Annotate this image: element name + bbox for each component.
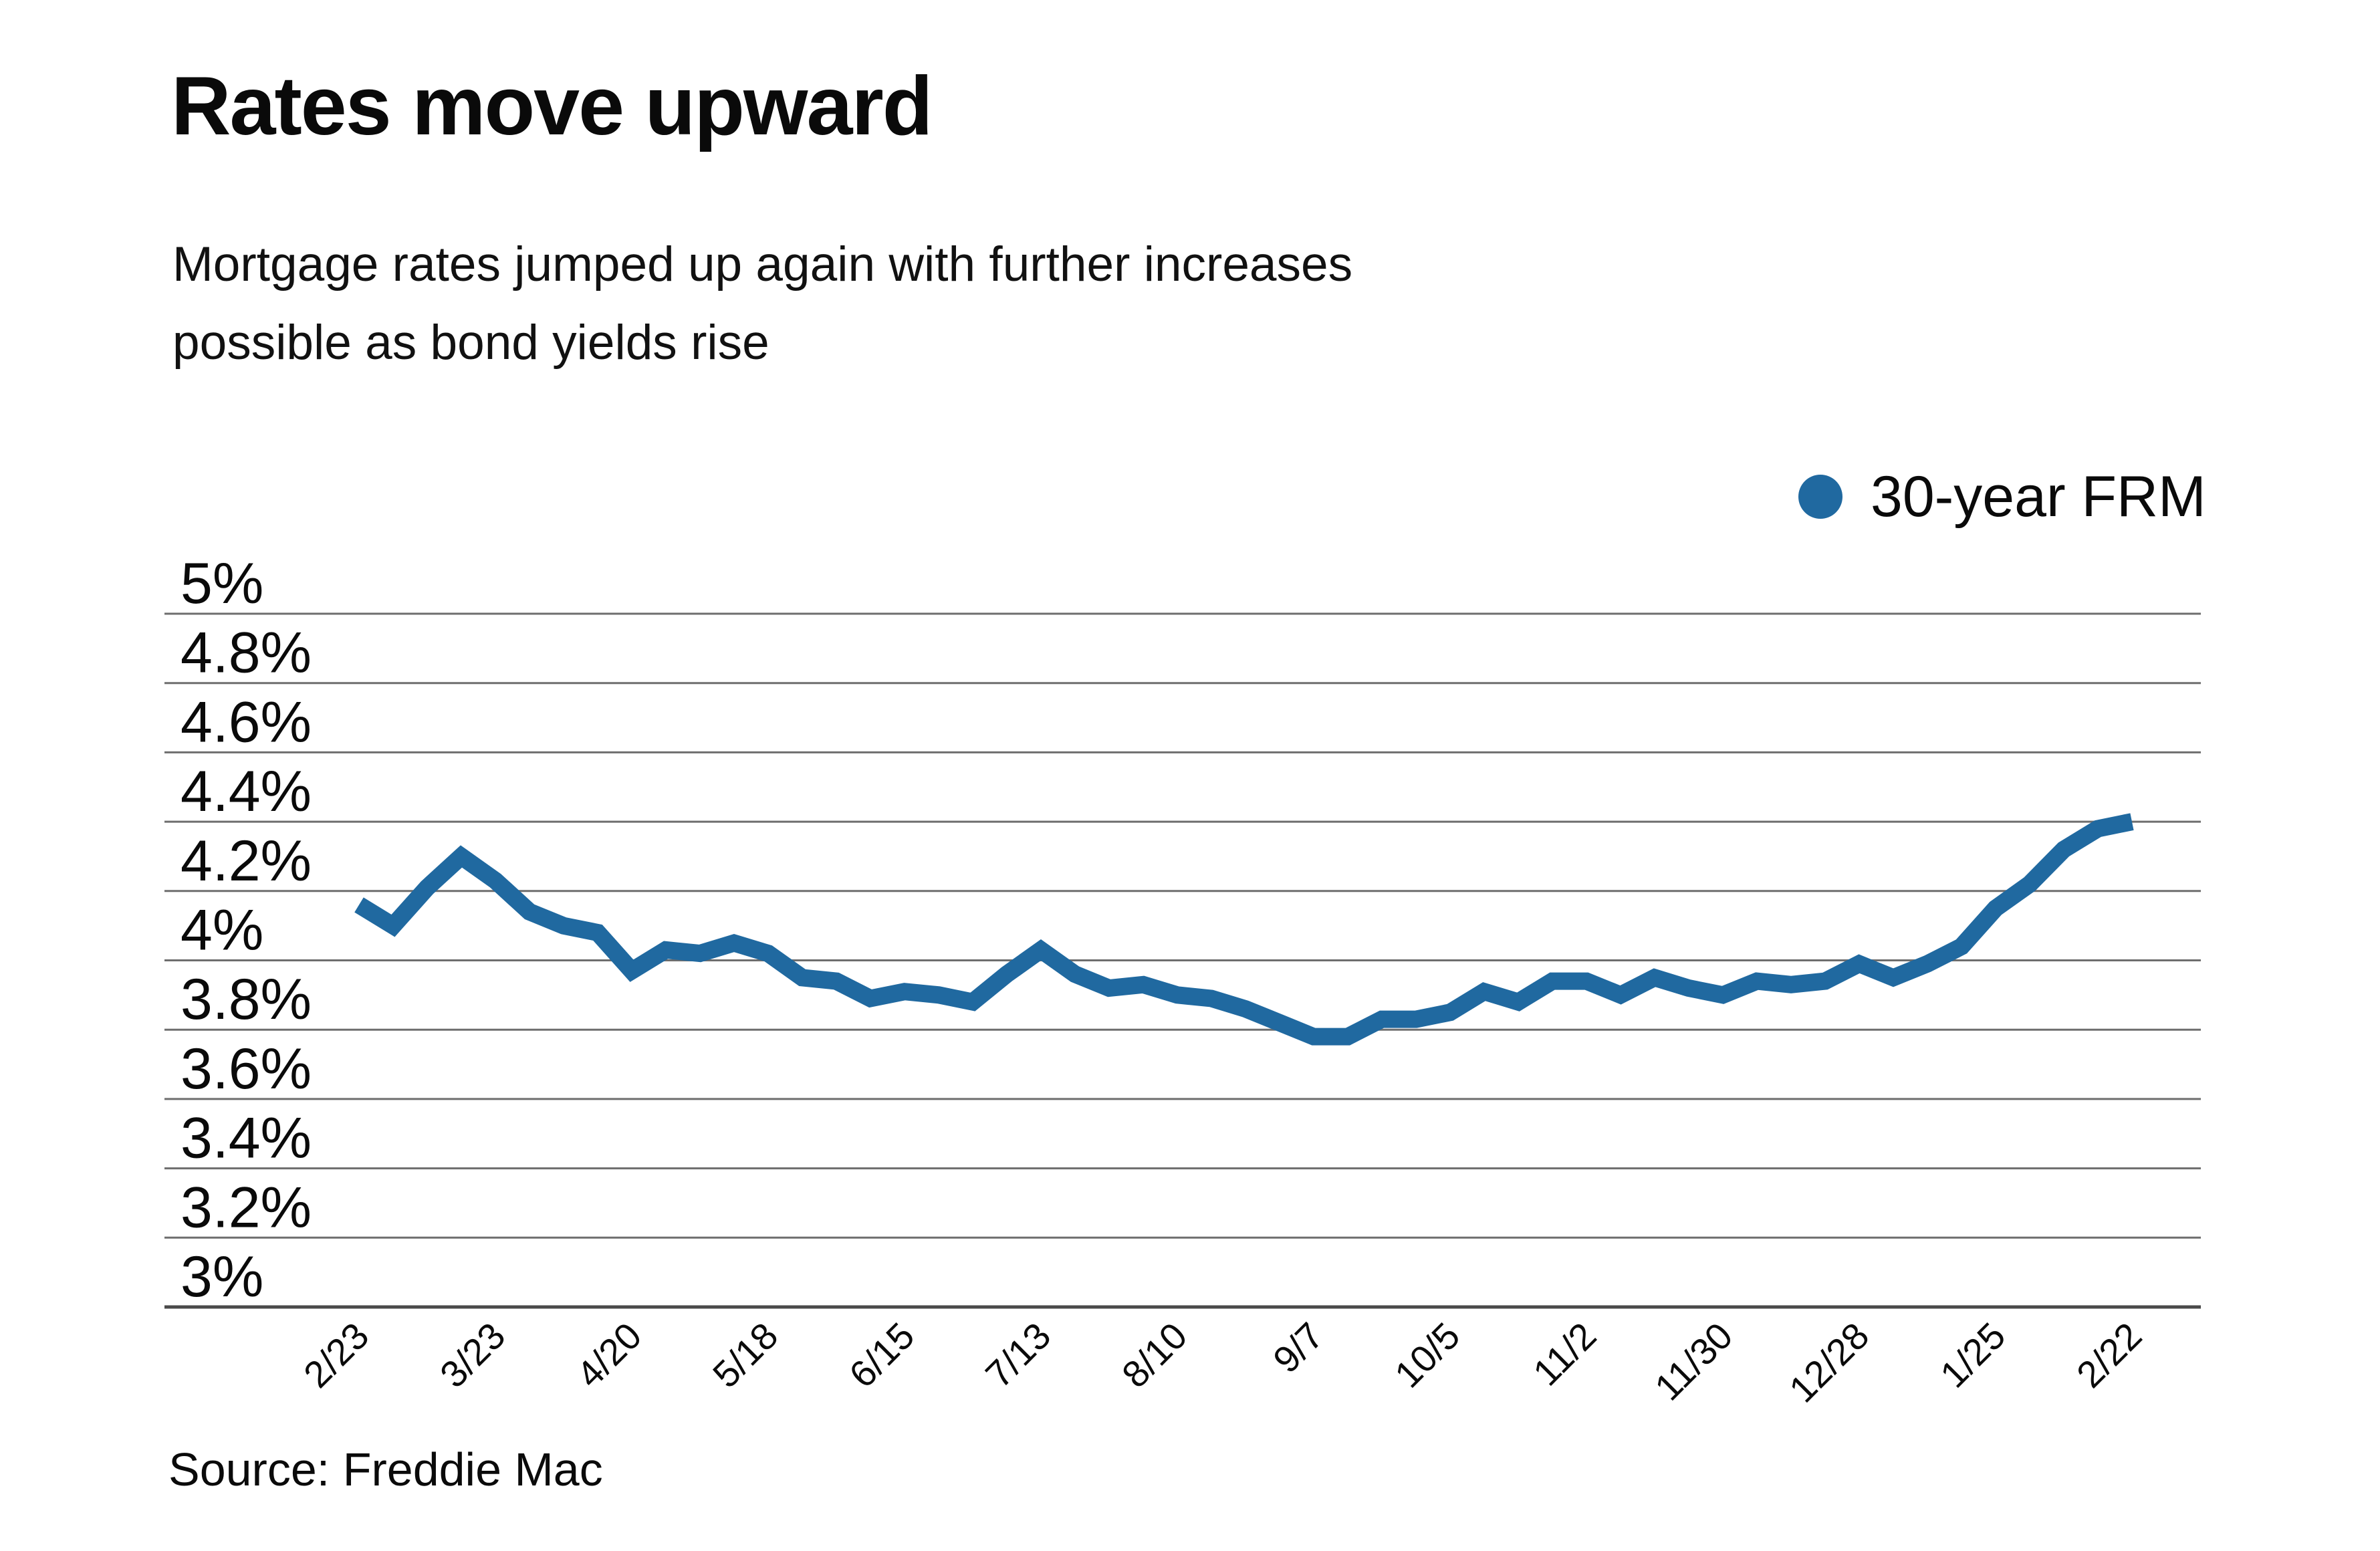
legend-dot-icon bbox=[1798, 475, 1842, 519]
chart-subtitle-line-2: possible as bond yields rise bbox=[172, 315, 769, 370]
x-axis-label: 11/30 bbox=[1647, 1314, 1741, 1409]
y-axis-label: 3.4% bbox=[181, 1106, 312, 1171]
y-axis-label: 4.6% bbox=[181, 690, 312, 754]
x-axis-label: 6/15 bbox=[841, 1314, 923, 1396]
y-axis-label: 4.8% bbox=[181, 621, 312, 685]
x-axis-labels: 2/23 3/23 4/20 5/18 6/15 7/13 8/10 9/7 10/5 11/2 1… bbox=[295, 1314, 2150, 1411]
chart-subtitle: Mortgage rates jumped up again with furt… bbox=[172, 226, 1352, 382]
source-attribution: Source: Freddie Mac bbox=[168, 1443, 603, 1496]
x-axis-label: 2/22 bbox=[2068, 1314, 2150, 1396]
x-axis-label: 4/20 bbox=[568, 1314, 650, 1396]
x-axis-label: 7/13 bbox=[977, 1314, 1059, 1396]
y-axis-label: 5% bbox=[181, 552, 263, 616]
legend-label: 30-year FRM bbox=[1871, 464, 2206, 529]
y-axis-label: 3.6% bbox=[181, 1037, 312, 1101]
x-axis-label: 5/18 bbox=[705, 1314, 786, 1396]
y-axis-label: 3.8% bbox=[181, 967, 312, 1032]
y-axis-label: 4.4% bbox=[181, 759, 312, 824]
gridlines bbox=[164, 612, 2201, 1309]
x-axis-label: 8/10 bbox=[1114, 1314, 1195, 1396]
legend: 30-year FRM bbox=[1798, 460, 2206, 533]
x-axis-label: 9/7 bbox=[1265, 1314, 1332, 1381]
y-axis-label: 3% bbox=[181, 1245, 263, 1309]
x-axis-label: 10/5 bbox=[1387, 1314, 1468, 1396]
x-axis-label: 1/25 bbox=[1932, 1314, 2014, 1396]
y-axis-label: 4% bbox=[181, 899, 263, 963]
chart-subtitle-line-1: Mortgage rates jumped up again with furt… bbox=[172, 237, 1353, 291]
chart-title: Rates move upward bbox=[171, 60, 933, 152]
x-axis-label: 12/28 bbox=[1781, 1314, 1877, 1411]
x-axis-label: 3/23 bbox=[432, 1314, 513, 1396]
frm-rate-line bbox=[354, 813, 2134, 1046]
x-axis-label: 2/23 bbox=[295, 1314, 377, 1396]
y-axis-label: 3.2% bbox=[181, 1175, 312, 1239]
y-axis-labels: 5%4.8%4.6%4.4%4.2%4%3.8%3.6%3.4%3.2%3% bbox=[181, 552, 312, 1309]
y-axis-label: 4.2% bbox=[181, 829, 312, 893]
x-axis-label: 11/2 bbox=[1525, 1314, 1604, 1394]
